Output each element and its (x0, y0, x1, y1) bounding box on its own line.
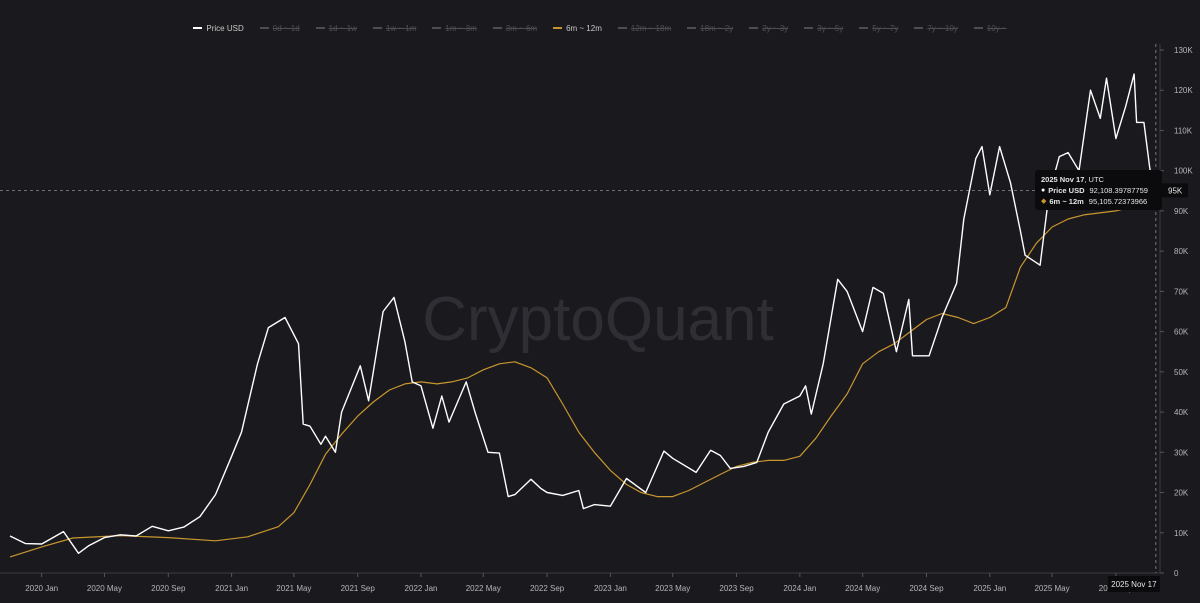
tooltip-price-value: 92,108.39787759 (1089, 186, 1148, 195)
legend-label: 12m ~ 18m (630, 23, 672, 33)
legend-swatch-icon (315, 27, 325, 29)
x-tick-label: 2022 Jan (405, 584, 438, 593)
x-tick-label: 2023 Sep (719, 584, 754, 593)
legend-item[interactable]: 5y ~ 7y (859, 24, 898, 33)
legend-swatch-icon (804, 27, 814, 29)
legend-swatch-icon (687, 27, 697, 29)
legend-item[interactable]: 12m ~ 18m (617, 23, 672, 33)
tooltip-row-price: ● Price USD 92,108.39787759 (1041, 185, 1156, 196)
legend-swatch-icon (749, 27, 759, 29)
tooltip-6m-12m-name: 6m ~ 12m (1049, 197, 1084, 206)
legend-label: 2y ~ 3y (762, 23, 789, 33)
legend-swatch-icon (372, 27, 382, 29)
x-tick-label: 2021 Sep (341, 584, 376, 593)
legend-item[interactable]: 3m ~ 6m (492, 23, 538, 33)
crosshair: 95K 2025 Nov 17 (0, 44, 1188, 592)
legend-label: 18m ~ 2y (700, 23, 734, 33)
legend-label: 3m ~ 6m (505, 23, 538, 33)
legend-label: 7y ~ 10y (927, 23, 958, 33)
tooltip-date: 2025 Nov 17 (1041, 175, 1085, 184)
legend-item[interactable]: 7y ~ 10y (914, 23, 958, 33)
legend-label: Price USD (206, 23, 244, 33)
watermark: CryptoQuant (422, 285, 774, 354)
y-tick-label: 30K (1174, 448, 1189, 457)
x-tick-label: 2025 May (1034, 584, 1069, 593)
y-tick-label: 130K (1174, 46, 1193, 55)
legend-swatch-icon (617, 27, 627, 29)
y-tick-label: 60K (1174, 328, 1189, 337)
legend-item[interactable]: 0d ~ 1d (259, 23, 300, 33)
x-tick-label: 2024 May (845, 584, 880, 593)
legend-swatch-icon (259, 27, 269, 29)
legend-swatch-icon (859, 27, 869, 29)
legend-swatch-icon (492, 27, 502, 29)
tooltip-6m-12m-value: 95,105.72373966 (1088, 197, 1148, 206)
x-tick-label: 2023 Jan (594, 584, 627, 593)
series-line-6m-12m (9, 189, 1157, 558)
crosshair-price-label: 95K (1168, 186, 1183, 195)
legend-item[interactable]: 6m ~ 12m (553, 24, 602, 33)
legend-label: 6m ~ 12m (566, 23, 602, 33)
x-tick-label: 2022 Sep (530, 584, 565, 593)
x-tick-label: 2022 May (466, 584, 501, 593)
x-tick-label: 2025 Jan (973, 584, 1006, 593)
y-tick-label: 110K (1174, 126, 1193, 135)
legend-swatch-icon (914, 27, 924, 29)
x-tick-label: 2024 Jan (783, 584, 816, 593)
legend-swatch-icon (553, 27, 563, 29)
y-tick-label: 50K (1174, 368, 1189, 377)
x-tick-label: 2021 May (276, 584, 311, 593)
tooltip-row-6m-12m: ◆ 6m ~ 12m 95,105.72373966 (1041, 196, 1156, 207)
legend-label: 10y ~ (986, 23, 1007, 33)
y-tick-label: 0 (1174, 569, 1179, 578)
crosshair-date-box (1107, 576, 1160, 592)
legend-item[interactable]: Price USD (193, 23, 244, 33)
legend-swatch-icon (973, 27, 983, 29)
tooltip-timezone: , UTC (1084, 175, 1104, 184)
legend-item[interactable]: 10y ~ (973, 23, 1007, 33)
axes: 0 10K 20K 30K 40K 50K 60K 70K 80K 90K 100K 110K 120K… (0, 44, 1193, 593)
diamond-icon: ◆ (1041, 198, 1047, 205)
y-tick-label: 40K (1174, 408, 1189, 417)
crosshair-date-label: 2025 Nov 17 (1111, 580, 1157, 589)
tooltip-title: 2025 Nov 17, UTC (1041, 174, 1156, 185)
legend-swatch-icon (193, 27, 203, 29)
y-tick-label: 80K (1174, 247, 1189, 256)
y-tick-label: 90K (1174, 207, 1189, 216)
crosshair-price-box (1162, 183, 1188, 198)
series-line-price-usd (9, 73, 1157, 554)
price-dot-icon: ● (1041, 187, 1046, 194)
legend-item[interactable]: 1w ~ 1m (372, 23, 417, 33)
legend-label: 1m ~ 3m (445, 23, 477, 33)
legend-label: 1w ~ 1m (385, 23, 417, 33)
legend-label: 3y ~ 5y (817, 23, 844, 33)
legend-item[interactable]: 1m ~ 3m (432, 23, 477, 33)
y-tick-label: 10K (1174, 529, 1189, 538)
legend: Price USD 0d ~ 1d 1d ~ 1w 1w ~ 1m 1m ~ 3m 3m … (0, 20, 1200, 36)
y-tick-label: 20K (1174, 489, 1189, 498)
tooltip-price-name: Price USD (1048, 186, 1085, 195)
legend-item[interactable]: 2y ~ 3y (749, 24, 788, 33)
x-tick-label: 2020 May (87, 584, 122, 593)
legend-item[interactable]: 1d ~ 1w (315, 23, 357, 33)
legend-label: 1d ~ 1w (328, 23, 357, 33)
legend-label: 5y ~ 7y (872, 23, 899, 33)
series-lines (9, 73, 1157, 558)
legend-label: 0d ~ 1d (272, 23, 300, 33)
x-tick-label: 2020 Jan (25, 584, 58, 593)
x-tick-label: 2024 Sep (909, 584, 944, 593)
y-tick-label: 70K (1174, 287, 1189, 296)
legend-item[interactable]: 18m ~ 2y (687, 24, 733, 33)
legend-swatch-icon (432, 27, 442, 29)
x-tick-label: 2021 Jan (215, 584, 248, 593)
legend-item[interactable]: 3y ~ 5y (804, 24, 843, 33)
y-tick-label: 100K (1174, 167, 1193, 176)
tooltip: 2025 Nov 17, UTC ● Price USD 92,108.3978… (1035, 170, 1162, 210)
x-tick-label: 2023 May (655, 584, 690, 593)
y-tick-label: 120K (1174, 86, 1193, 95)
x-tick-label: 2020 Sep (151, 584, 186, 593)
